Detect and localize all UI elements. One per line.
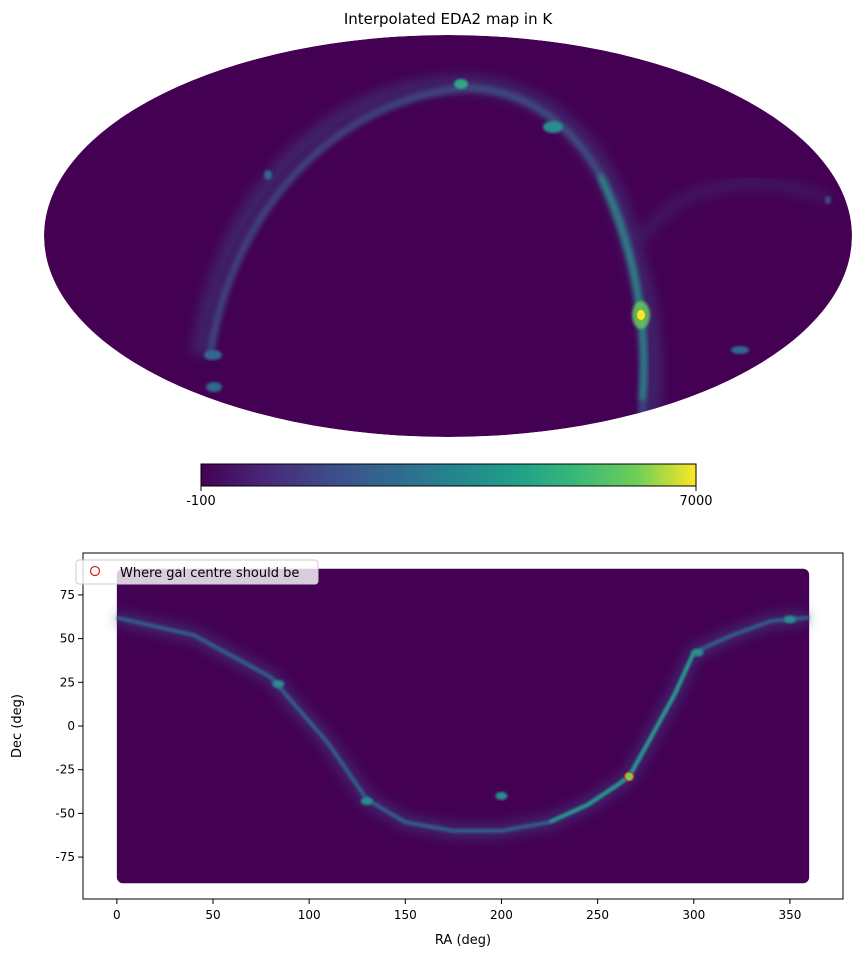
colorbar-min-label: -100 bbox=[186, 494, 216, 509]
x-tick-label: 350 bbox=[778, 908, 801, 922]
radec-field bbox=[116, 568, 810, 884]
gal-centre-marker bbox=[624, 771, 635, 782]
sky-coverage bbox=[116, 568, 810, 884]
legend-marker bbox=[89, 565, 101, 577]
y-tick-label: -75 bbox=[55, 850, 75, 864]
x-ticks: 0 50 100 150 200 250 300 350 bbox=[113, 899, 801, 922]
x-tick-label: 300 bbox=[682, 908, 705, 922]
bright-knot bbox=[272, 680, 285, 689]
x-tick-label: 0 bbox=[113, 908, 121, 922]
y-tick-label: 50 bbox=[60, 632, 75, 646]
x-tick-label: 200 bbox=[490, 908, 513, 922]
gal-centre-markers bbox=[624, 771, 635, 782]
x-tick-label: 50 bbox=[205, 908, 220, 922]
radec-axes: 0 50 100 150 200 250 300 350 -75 -50 -25 0 25 50 75 R… bbox=[10, 552, 844, 948]
y-ticks: -75 -50 -25 0 25 50 75 bbox=[55, 588, 83, 864]
x-tick-label: 100 bbox=[298, 908, 321, 922]
knot-right bbox=[731, 346, 749, 354]
gal-centre-emission bbox=[624, 771, 635, 782]
bright-knot bbox=[691, 648, 704, 657]
colorbar-max-label: 7000 bbox=[679, 494, 712, 509]
knot-lower-left-a bbox=[204, 350, 222, 360]
bright-knot bbox=[360, 797, 373, 806]
x-axis-label: RA (deg) bbox=[435, 933, 491, 948]
legend-box bbox=[75, 559, 319, 585]
galactic-centre-peak bbox=[637, 310, 645, 320]
bright-knot bbox=[783, 615, 796, 624]
y-tick-label: -25 bbox=[55, 763, 75, 777]
knot-left bbox=[264, 170, 272, 180]
y-tick-label: 75 bbox=[60, 588, 75, 602]
map-sky-background bbox=[44, 35, 852, 437]
north-knot-b bbox=[543, 121, 563, 133]
y-tick-label: 0 bbox=[67, 719, 75, 733]
knot-far-right bbox=[825, 196, 831, 204]
y-axis-label: Dec (deg) bbox=[10, 694, 25, 758]
x-tick-label: 250 bbox=[586, 908, 609, 922]
legend: Where gal centre should be bbox=[75, 559, 319, 585]
bright-knot bbox=[495, 791, 508, 800]
mollweide-map bbox=[44, 35, 852, 437]
x-tick-label: 150 bbox=[394, 908, 417, 922]
y-tick-label: 25 bbox=[60, 675, 75, 689]
legend-label: Where gal centre should be bbox=[120, 566, 299, 581]
bright-knots bbox=[272, 615, 796, 806]
knot-lower-left-b bbox=[206, 382, 222, 392]
map-title: Interpolated EDA2 map in K bbox=[344, 10, 554, 28]
y-tick-label: -50 bbox=[55, 806, 75, 820]
colorbar bbox=[200, 463, 697, 487]
secondary-loop bbox=[635, 178, 832, 243]
north-knot-a bbox=[454, 79, 468, 89]
